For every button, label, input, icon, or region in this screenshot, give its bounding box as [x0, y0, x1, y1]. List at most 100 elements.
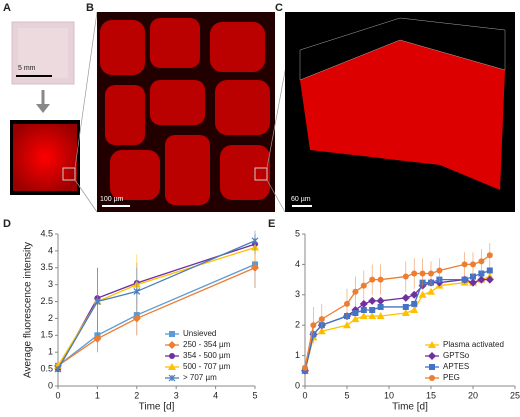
x-tick-label: 15 — [426, 390, 436, 400]
y-tick-label: 2 — [48, 313, 53, 323]
marker — [351, 315, 360, 323]
marker — [360, 282, 367, 289]
panel-label: E — [268, 218, 275, 230]
scale-label: 60 µm — [291, 196, 311, 203]
marker — [418, 290, 427, 298]
marker — [427, 287, 435, 295]
image-c-box — [299, 17, 506, 81]
y-tick-label: 0 — [48, 380, 53, 390]
legend-label: 354 - 500 µm — [183, 351, 231, 360]
x-tick-label: 10 — [384, 390, 394, 400]
marker — [359, 312, 368, 320]
x-axis-label: Time [d] — [139, 402, 175, 412]
legend-label: PEG — [443, 373, 460, 382]
marker — [251, 237, 259, 245]
marker — [486, 252, 493, 259]
marker — [486, 267, 493, 274]
marker — [368, 296, 377, 305]
legend-marker — [168, 374, 176, 382]
marker — [359, 299, 368, 308]
marker — [344, 300, 350, 307]
marker — [402, 273, 409, 280]
marker — [369, 307, 376, 313]
y-tick-label: 4.5 — [40, 228, 53, 238]
y-tick-label: 4 — [48, 245, 53, 255]
panel-label: D — [3, 218, 11, 230]
photo-texture — [18, 28, 68, 78]
y-tick-label: 3 — [48, 279, 53, 289]
y-tick-label: 5 — [295, 228, 300, 238]
marker — [310, 322, 317, 329]
panel-label: B — [86, 2, 94, 14]
x-tick-label: 4 — [213, 390, 218, 400]
marker — [461, 261, 468, 268]
marker — [469, 278, 477, 287]
marker — [428, 270, 434, 277]
marker — [410, 306, 419, 313]
x-tick-label: 5 — [252, 390, 257, 400]
y-tick-label: 2.5 — [40, 296, 53, 306]
marker — [343, 321, 351, 329]
legend-label: Plasma activated — [443, 340, 504, 349]
zoom-box — [254, 167, 268, 181]
scale-label: 5 mm — [18, 65, 36, 72]
legend-label: 250 - 354 µm — [183, 340, 231, 349]
panel-label: C — [275, 2, 283, 14]
legend-label: Unsieved — [183, 329, 216, 338]
y-tick-label: 1 — [48, 347, 53, 357]
image-b-particles — [100, 18, 270, 205]
legend-marker — [428, 341, 436, 348]
marker — [54, 365, 62, 373]
series-line — [57, 267, 256, 367]
legend-marker — [169, 331, 175, 337]
legend-marker — [429, 364, 435, 370]
legend-label: > 707 µm — [183, 373, 217, 382]
x-tick-label: 5 — [344, 390, 349, 400]
x-tick-label: 20 — [468, 390, 478, 400]
marker — [470, 261, 476, 268]
series-line — [57, 263, 256, 367]
arrow-head — [36, 104, 50, 113]
marker — [318, 316, 325, 323]
marker — [477, 275, 486, 284]
legend-label: 500 - 707 µm — [183, 362, 231, 371]
image-small-red — [13, 124, 77, 191]
marker — [411, 300, 418, 307]
marker — [369, 276, 376, 283]
y-tick-label: 4 — [295, 259, 300, 269]
y-tick-label: 0 — [295, 380, 300, 390]
marker — [402, 303, 409, 310]
marker — [377, 303, 384, 310]
marker — [93, 334, 102, 343]
x-tick-label: 0 — [302, 390, 307, 400]
legend-marker — [169, 353, 175, 359]
marker — [401, 293, 410, 302]
marker — [133, 287, 141, 295]
marker — [251, 263, 259, 272]
legend-marker — [168, 363, 176, 370]
legend-marker — [428, 352, 436, 360]
marker — [436, 267, 443, 274]
legend-label: GPTSo — [443, 351, 470, 360]
y-axis-label: Average fluorescence intensity — [23, 242, 34, 378]
zoom-box — [62, 167, 76, 181]
zoom-line — [74, 179, 98, 213]
marker — [360, 307, 367, 313]
legend-label: APTES — [443, 362, 469, 371]
y-tick-label: 0.5 — [40, 363, 53, 373]
marker — [352, 310, 359, 317]
x-tick-label: 0 — [55, 390, 60, 400]
y-tick-label: 2 — [295, 320, 300, 330]
marker — [302, 364, 308, 371]
y-tick-label: 1 — [295, 350, 300, 360]
marker — [368, 312, 377, 320]
zoom-line — [266, 179, 286, 213]
y-tick-label: 3.5 — [40, 262, 53, 272]
marker — [411, 270, 418, 277]
legend-marker — [168, 341, 176, 349]
legend-marker — [429, 375, 435, 381]
marker — [478, 258, 485, 265]
marker — [419, 270, 426, 277]
panel-label: A — [3, 2, 11, 14]
marker — [410, 290, 419, 299]
